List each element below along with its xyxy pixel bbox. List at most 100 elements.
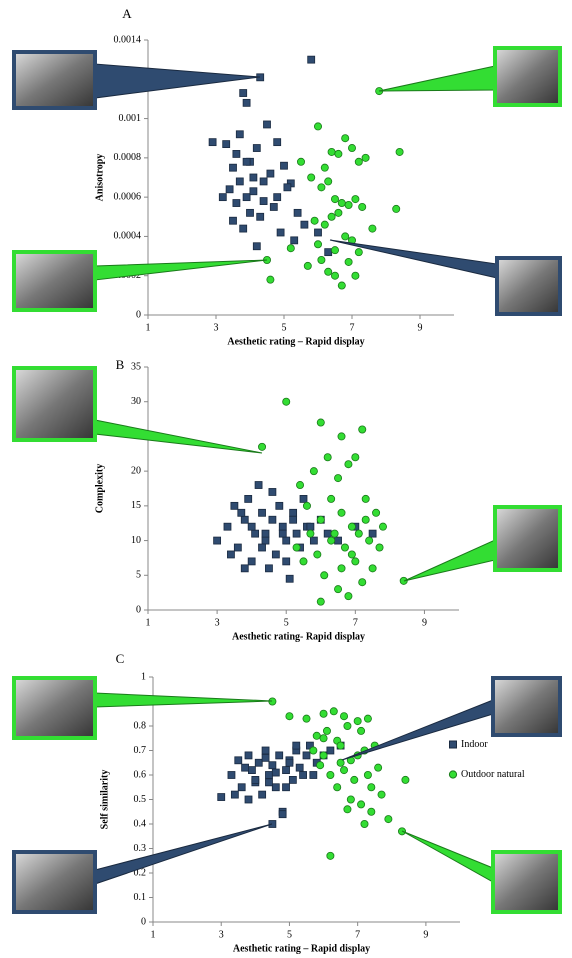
point xyxy=(315,229,322,236)
callout-wedge xyxy=(95,64,260,98)
point xyxy=(262,754,269,761)
point xyxy=(321,164,328,171)
thumbnail xyxy=(493,852,560,912)
point xyxy=(338,565,345,572)
point xyxy=(259,509,266,516)
point xyxy=(318,184,325,191)
point xyxy=(345,593,352,600)
point xyxy=(293,530,300,537)
point xyxy=(265,565,272,572)
point xyxy=(311,217,318,224)
point xyxy=(258,443,265,450)
legend-label: Indoor xyxy=(461,739,488,750)
x-tick-label: 5 xyxy=(282,322,287,333)
point xyxy=(338,509,345,516)
y-tick-label: 0.5 xyxy=(134,794,147,805)
point xyxy=(351,776,358,783)
point xyxy=(293,742,300,749)
point xyxy=(284,184,291,191)
x-tick-label: 3 xyxy=(215,617,220,628)
point xyxy=(300,558,307,565)
point xyxy=(324,454,331,461)
y-tick-label: 0.3 xyxy=(134,843,147,854)
point xyxy=(245,796,252,803)
point xyxy=(317,762,324,769)
point xyxy=(402,776,409,783)
point xyxy=(317,516,324,523)
point xyxy=(341,544,348,551)
point xyxy=(283,537,290,544)
x-tick-label: 7 xyxy=(353,617,358,628)
point xyxy=(376,544,383,551)
point xyxy=(242,764,249,771)
point xyxy=(262,747,269,754)
point xyxy=(243,194,250,201)
point xyxy=(290,509,297,516)
point xyxy=(369,530,376,537)
point xyxy=(245,752,252,759)
point xyxy=(327,747,334,754)
point xyxy=(352,272,359,279)
point xyxy=(352,454,359,461)
point xyxy=(328,495,335,502)
point xyxy=(233,200,240,207)
x-axis-title: Aesthetic rating – Rapid display xyxy=(233,943,370,954)
point xyxy=(283,784,290,791)
point xyxy=(375,764,382,771)
point xyxy=(253,243,260,250)
point xyxy=(304,262,311,269)
point xyxy=(265,772,272,779)
point xyxy=(300,495,307,502)
point xyxy=(257,213,264,220)
point xyxy=(286,575,293,582)
callout-wedge xyxy=(402,831,493,882)
point xyxy=(291,237,298,244)
callout-wedge xyxy=(404,540,495,581)
callout-wedge xyxy=(95,420,262,453)
x-tick-label: 7 xyxy=(355,929,360,940)
point xyxy=(348,551,355,558)
point xyxy=(357,727,364,734)
point xyxy=(286,713,293,720)
y-tick-label: 0.6 xyxy=(134,769,147,780)
point xyxy=(240,90,247,97)
point xyxy=(327,852,334,859)
point xyxy=(310,468,317,475)
y-tick-label: 0.0008 xyxy=(114,152,142,163)
point xyxy=(274,139,281,146)
point xyxy=(294,209,301,216)
point xyxy=(277,229,284,236)
point xyxy=(344,722,351,729)
point xyxy=(269,762,276,769)
point xyxy=(335,150,342,157)
point xyxy=(303,715,310,722)
point xyxy=(317,419,324,426)
point xyxy=(314,241,321,248)
x-tick-label: 3 xyxy=(214,322,219,333)
point xyxy=(330,708,337,715)
x-tick-label: 1 xyxy=(146,322,151,333)
point xyxy=(324,530,331,537)
point xyxy=(260,198,267,205)
point xyxy=(248,523,255,530)
point xyxy=(331,196,338,203)
point xyxy=(262,537,269,544)
point xyxy=(335,537,342,544)
point xyxy=(310,537,317,544)
point xyxy=(250,188,257,195)
thumbnail xyxy=(493,678,560,735)
point xyxy=(340,713,347,720)
y-tick-label: 0.1 xyxy=(134,892,147,903)
callout-wedge xyxy=(95,824,272,884)
x-tick-label: 9 xyxy=(423,929,428,940)
point xyxy=(241,516,248,523)
x-tick-label: 1 xyxy=(146,617,151,628)
point xyxy=(320,710,327,717)
point xyxy=(359,579,366,586)
point xyxy=(362,495,369,502)
point xyxy=(272,769,279,776)
y-tick-label: 30 xyxy=(131,396,141,407)
point xyxy=(253,145,260,152)
point xyxy=(368,784,375,791)
point xyxy=(307,530,314,537)
